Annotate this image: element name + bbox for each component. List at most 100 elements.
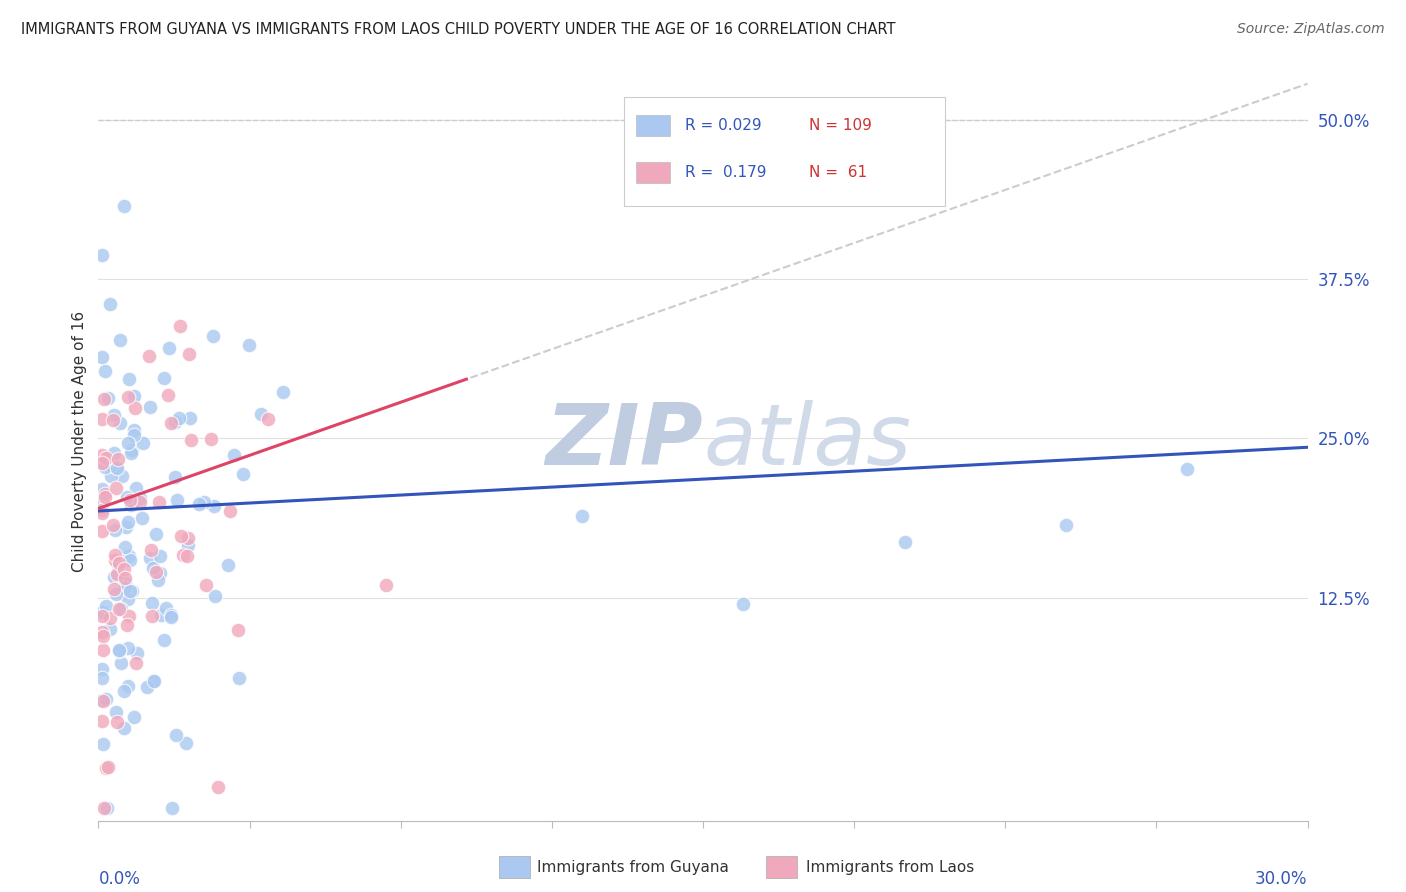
Point [91, 662, 114, 676]
Point [145, 526, 167, 541]
Point [105, 715, 128, 730]
Point [101, 413, 124, 427]
Point [893, 534, 915, 549]
Point [101, 518, 124, 533]
Point [117, 640, 139, 655]
Point [105, 587, 128, 601]
Point [91, 506, 114, 520]
Text: Source: ZipAtlas.com: Source: ZipAtlas.com [1237, 22, 1385, 37]
Point [105, 460, 128, 475]
Point [105, 460, 128, 475]
Point [118, 549, 141, 564]
Point [94, 692, 117, 706]
Point [100, 458, 122, 472]
Point [153, 371, 176, 385]
Point [118, 584, 141, 599]
Text: Immigrants from Guyana: Immigrants from Guyana [537, 860, 728, 874]
Point [105, 481, 128, 495]
Point [110, 602, 132, 616]
Point [218, 504, 240, 518]
Text: Immigrants from Laos: Immigrants from Laos [806, 860, 974, 874]
Point [91, 693, 114, 707]
Point [100, 468, 122, 483]
Point [94, 490, 117, 504]
Point [98, 622, 121, 636]
Point [103, 408, 125, 422]
Point [91, 608, 114, 623]
Point [222, 448, 245, 462]
Point [91, 350, 114, 364]
Point [121, 443, 143, 458]
Point [160, 609, 183, 624]
Point [176, 549, 198, 563]
Point [180, 433, 202, 447]
Point [108, 644, 131, 658]
Point [138, 350, 160, 364]
Point [142, 674, 165, 689]
Point [1175, 462, 1198, 476]
Point [107, 642, 129, 657]
Point [128, 491, 150, 506]
Point [98, 611, 121, 625]
Point [118, 553, 141, 567]
Point [108, 556, 131, 570]
Point [157, 342, 180, 356]
Point [176, 538, 198, 552]
Point [117, 679, 139, 693]
Text: 30.0%: 30.0% [1256, 870, 1308, 888]
Point [114, 581, 136, 595]
Point [375, 578, 398, 592]
Point [152, 632, 174, 647]
Point [105, 556, 128, 570]
Point [91, 482, 114, 496]
Point [165, 470, 187, 484]
Point [104, 553, 127, 567]
Point [157, 388, 180, 402]
Point [129, 495, 152, 509]
Point [103, 570, 125, 584]
Point [207, 780, 229, 795]
Point [125, 646, 148, 660]
Point [228, 672, 250, 686]
Point [169, 411, 191, 425]
Point [94, 486, 117, 500]
Point [170, 529, 193, 543]
Point [159, 607, 181, 622]
Point [93, 392, 115, 406]
Point [117, 591, 139, 606]
Point [103, 549, 125, 563]
Point [94, 599, 117, 613]
Point [155, 601, 177, 615]
Text: R = 0.029: R = 0.029 [685, 118, 762, 133]
Point [177, 347, 200, 361]
Point [122, 423, 145, 437]
Point [117, 516, 139, 530]
Point [271, 384, 294, 399]
Point [91, 502, 114, 516]
Point [94, 460, 117, 475]
Point [141, 596, 163, 610]
Point [160, 416, 183, 430]
Point [94, 364, 117, 378]
Point [122, 710, 145, 724]
Point [115, 618, 138, 632]
Point [165, 728, 187, 742]
Point [91, 671, 114, 685]
Point [257, 412, 280, 426]
Point [195, 578, 218, 592]
Point [114, 540, 136, 554]
Point [103, 582, 125, 596]
Point [1054, 518, 1077, 533]
Point [179, 411, 201, 425]
Point [121, 583, 143, 598]
Point [98, 297, 121, 311]
Text: atlas: atlas [703, 400, 911, 483]
Point [143, 673, 166, 688]
Point [125, 656, 148, 670]
Point [571, 508, 593, 523]
Point [104, 524, 127, 538]
Point [125, 482, 148, 496]
Point [226, 623, 249, 637]
Point [115, 520, 138, 534]
Point [160, 801, 183, 815]
